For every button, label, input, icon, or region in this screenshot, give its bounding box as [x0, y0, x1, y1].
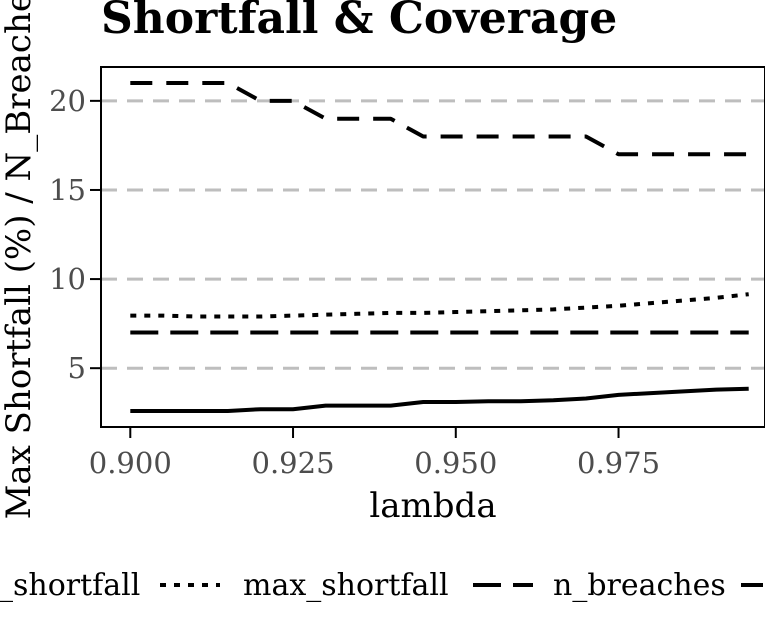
x-tick-label: 0.975	[577, 446, 660, 480]
y-tick-label: 10	[49, 262, 86, 296]
legend-label: n_breaches	[553, 568, 726, 603]
y-tick-label: 15	[49, 173, 86, 207]
series-line-max-shortfall	[130, 292, 749, 319]
plot-panel-border	[100, 66, 765, 428]
y-axis-title: Max Shortfall (%) / N_Breaches	[0, 0, 39, 519]
axes: 5 10 15 20 0.900 0.925 0.950 0.975	[49, 84, 660, 480]
series-lines	[130, 81, 749, 413]
y-tick-label: 20	[49, 84, 86, 118]
x-axis-title: lambda	[369, 486, 496, 526]
y-tick-label: 5	[68, 351, 86, 385]
legend: _shortfall max_shortfall n_breaches	[0, 568, 765, 603]
chart-title: Shortfall & Coverage	[101, 0, 617, 44]
x-tick-label: 0.900	[89, 446, 172, 480]
x-tick-label: 0.925	[252, 446, 335, 480]
legend-label: max_shortfall	[243, 568, 449, 603]
series-line-unlabeled	[130, 81, 749, 157]
gridlines	[101, 99, 765, 370]
legend-label: _shortfall	[0, 568, 140, 603]
x-tick-label: 0.950	[414, 446, 497, 480]
series-line-shortfall	[130, 386, 749, 413]
